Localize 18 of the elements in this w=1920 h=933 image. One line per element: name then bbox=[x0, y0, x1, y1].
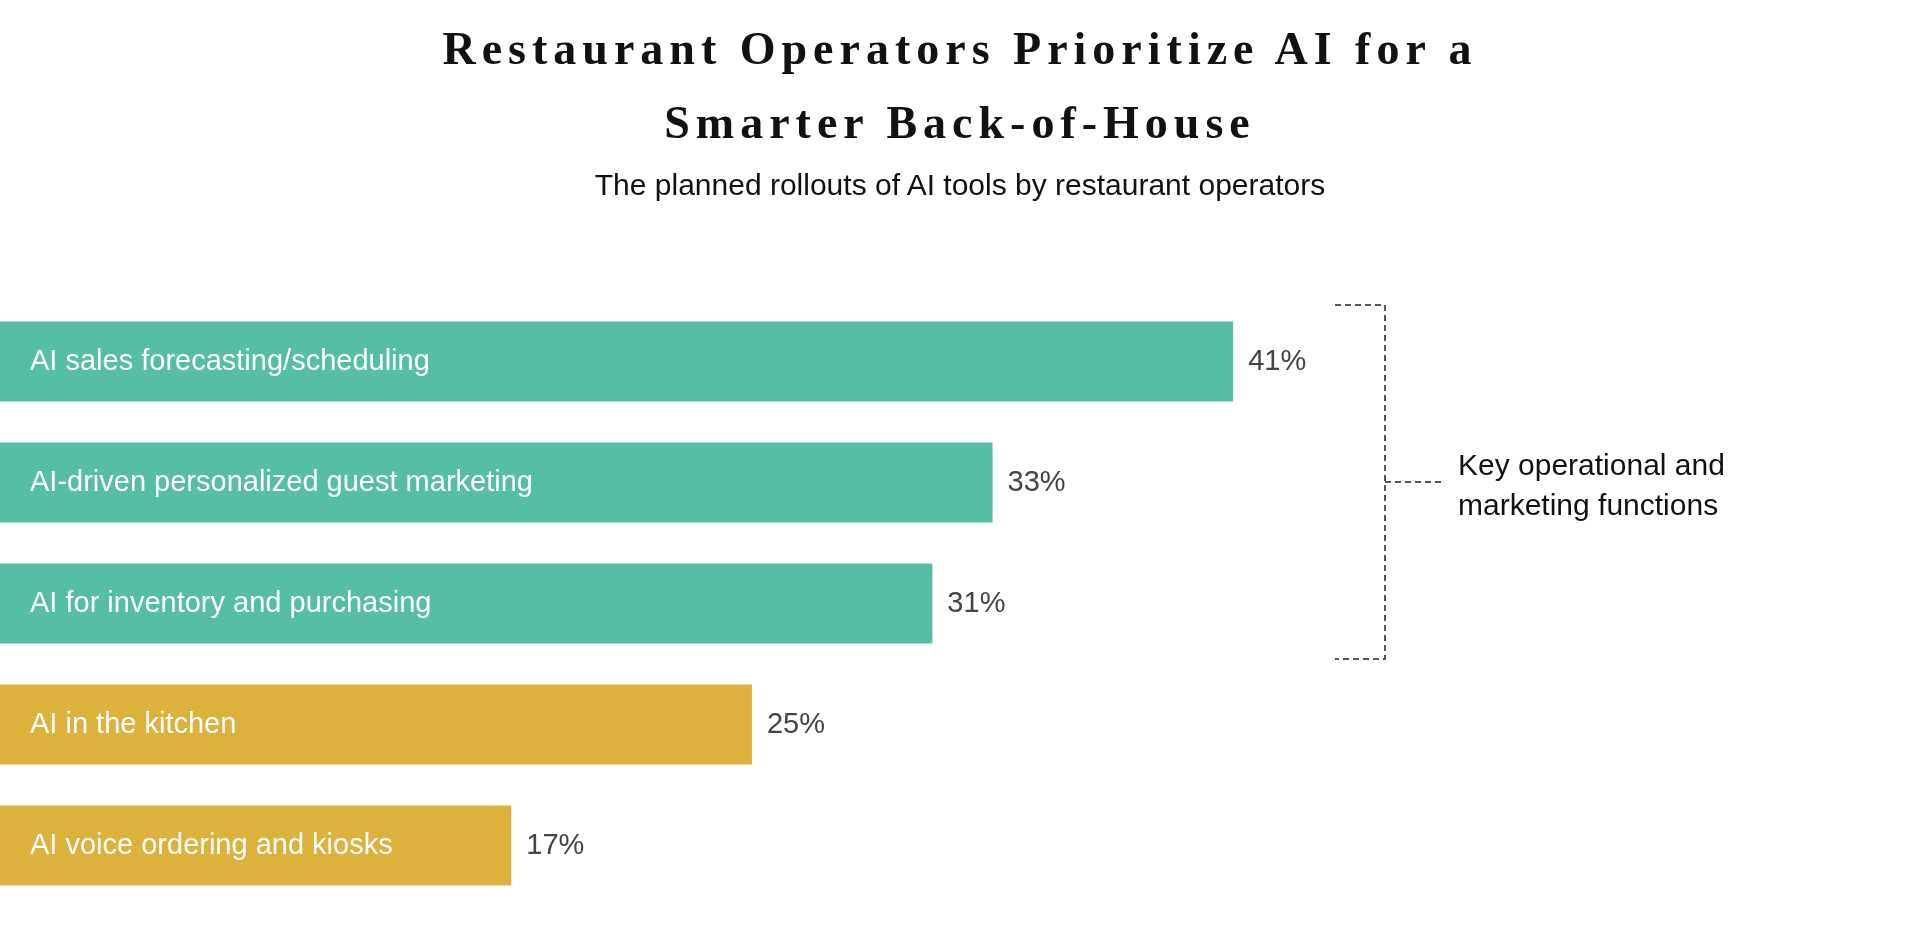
data-label: 41% bbox=[1248, 343, 1307, 376]
data-label: 31% bbox=[947, 585, 1006, 618]
data-label: 25% bbox=[766, 706, 825, 739]
data-label: 33% bbox=[1007, 464, 1066, 497]
bar bbox=[0, 563, 933, 644]
data-label: 17% bbox=[526, 827, 585, 860]
y-tick-label: AI voice ordering and kiosks bbox=[30, 827, 393, 860]
chart-title: Restaurant Operators Prioritize AI for a Smarter Back-of-House bbox=[441, 22, 1479, 150]
chart-subtitle: The planned rollouts of AI tools by restaurant operators bbox=[593, 168, 1327, 202]
bar bbox=[0, 805, 512, 886]
bar bbox=[0, 321, 1234, 402]
y-tick-label: AI for inventory and purchasing bbox=[30, 585, 432, 618]
y-tick-label: AI-driven personalized guest marketing bbox=[30, 464, 533, 497]
y-tick-label: AI sales forecasting/scheduling bbox=[30, 343, 430, 376]
text: Key operational and marketing functions bbox=[1458, 447, 1726, 523]
bar bbox=[0, 442, 993, 523]
bar bbox=[0, 684, 752, 765]
y-tick-label: AI in the kitchen bbox=[30, 706, 237, 739]
